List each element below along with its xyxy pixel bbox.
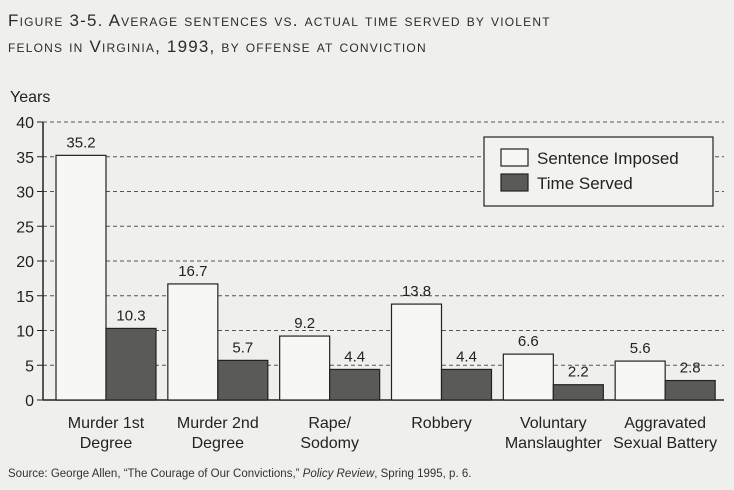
data-label: 16.7 (178, 263, 207, 280)
data-label: 9.2 (294, 315, 315, 332)
bar-sentence-imposed (614, 360, 666, 401)
y-tick-label: 15 (16, 289, 34, 306)
y-axis-label: Years (10, 89, 50, 106)
data-label: 6.6 (518, 333, 539, 350)
x-category-label: Robbery (411, 415, 471, 432)
title-line-2: felons in Virginia, 1993, by offense at … (8, 37, 427, 56)
data-label: 5.6 (630, 340, 651, 357)
legend-label: Time Served (537, 174, 633, 193)
bar-time-served (105, 327, 157, 401)
bar-sentence-imposed (55, 154, 107, 401)
data-label: 2.8 (680, 360, 701, 377)
x-category-label: Sodomy (300, 435, 359, 452)
chart-title: Figure 3-5. Average sentences vs. actual… (8, 8, 728, 60)
data-label: 5.7 (232, 339, 253, 356)
source-suffix: , Spring 1995, p. 6. (374, 468, 472, 480)
data-label: 2.2 (568, 364, 589, 381)
title-line-1: Figure 3-5. Average sentences vs. actual… (8, 11, 551, 30)
y-tick-label: 20 (16, 254, 34, 271)
x-category-label: Sexual Battery (613, 435, 717, 452)
y-tick-label: 10 (16, 324, 34, 341)
x-category-label: Rape/ (308, 415, 351, 432)
y-tick-label: 30 (16, 185, 34, 202)
y-tick-label: 0 (25, 393, 34, 410)
x-category-label: Manslaughter (505, 435, 603, 452)
x-category-label: Degree (192, 435, 245, 452)
legend-swatch-time-served (500, 173, 529, 192)
x-category-label: Degree (80, 435, 133, 452)
legend-swatch-sentence-imposed (500, 148, 529, 167)
data-label: 10.3 (116, 307, 145, 324)
bar-time-served (664, 379, 716, 401)
legend-label: Sentence Imposed (537, 149, 679, 168)
source-note: Source: George Allen, “The Courage of Ou… (8, 468, 471, 480)
x-category-label: Murder 1st (68, 415, 145, 432)
data-label: 13.8 (402, 283, 431, 300)
data-label: 4.4 (456, 348, 477, 365)
legend-box (483, 136, 714, 207)
bar-time-served (440, 368, 493, 401)
bar-sentence-imposed (502, 353, 554, 401)
x-category-label: Murder 2nd (177, 415, 259, 432)
bar-sentence-imposed (279, 335, 331, 401)
bar-time-served (552, 384, 604, 401)
bar-time-served (217, 359, 269, 401)
bar-sentence-imposed (390, 303, 443, 401)
y-tick-label: 25 (16, 219, 34, 236)
bar-sentence-imposed (167, 283, 219, 401)
y-tick-label: 35 (16, 150, 34, 167)
data-label: 35.2 (66, 134, 95, 151)
source-prefix: Source: George Allen, “The Courage of Ou… (8, 468, 303, 480)
bar-time-served (329, 368, 381, 401)
y-tick-label: 5 (25, 358, 34, 375)
data-label: 4.4 (344, 348, 365, 365)
x-category-label: Voluntary (520, 415, 587, 432)
source-journal: Policy Review (302, 468, 375, 480)
y-tick-label: 40 (16, 115, 34, 132)
x-category-label: Aggravated (624, 415, 706, 432)
